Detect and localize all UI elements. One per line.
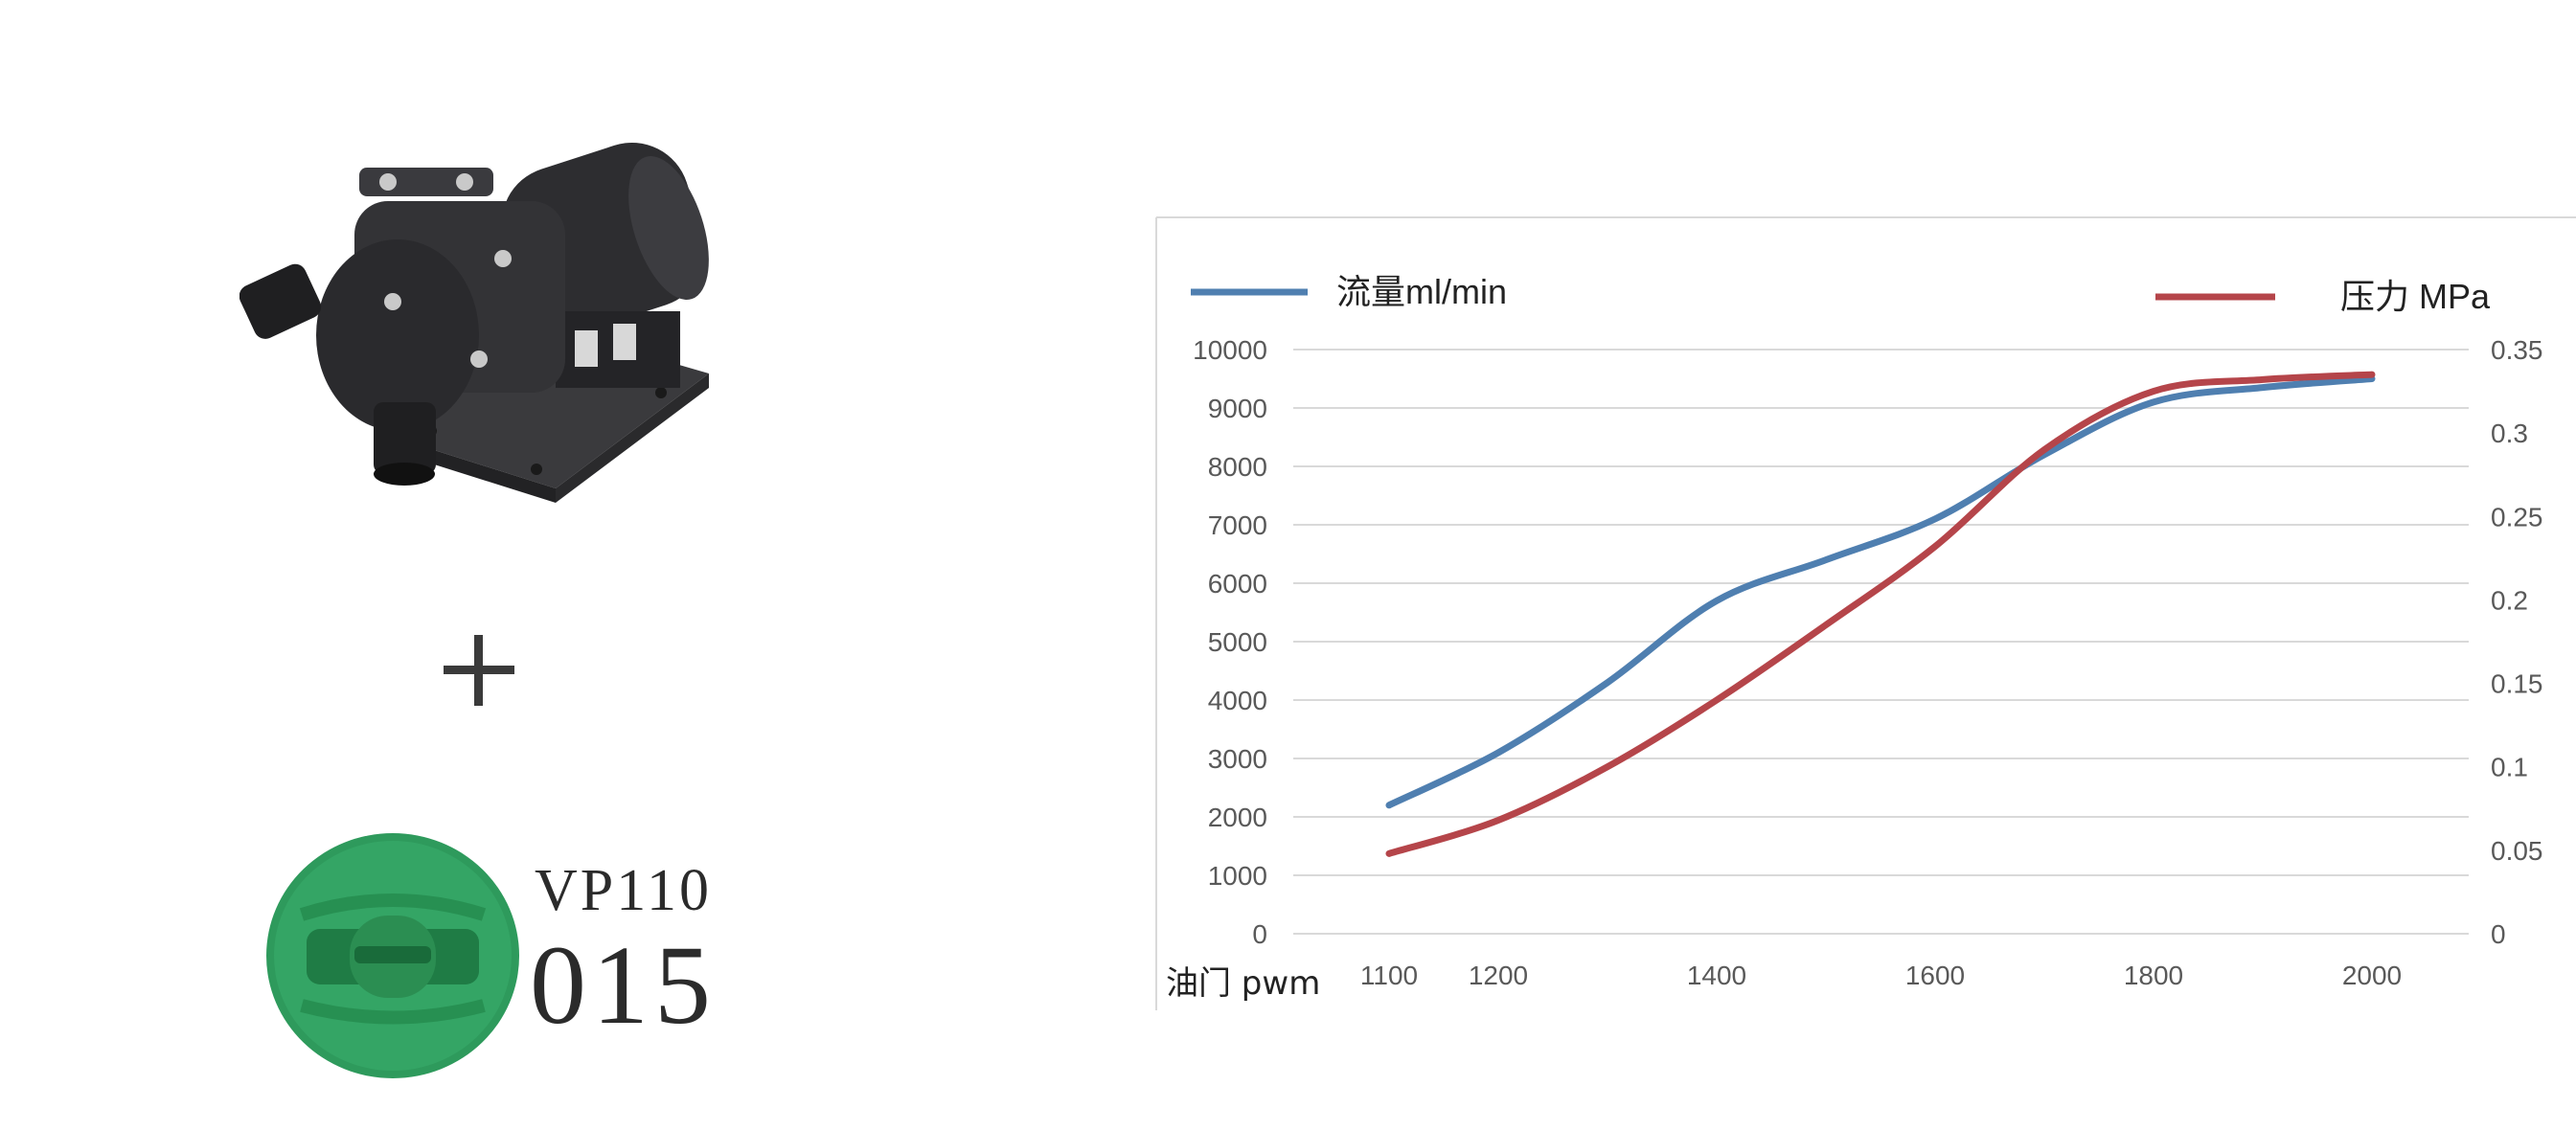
x-tick-label: 1600 [1905, 961, 1965, 990]
x-axis-label: 油门 pwm [1166, 964, 1320, 1003]
y-left-tick-label: 5000 [1208, 627, 1267, 657]
y-left-tick-label: 7000 [1208, 510, 1267, 540]
plus-icon [444, 635, 514, 706]
legend-label-pressure: 压力 MPa [2340, 277, 2491, 316]
legend-label-flow: 流量ml/min [1336, 272, 1507, 311]
flow-pressure-chart: 0 1000 2000 3000 4000 5000 6000 7000 8000 9000 100… [1154, 215, 2576, 1015]
pump-image [239, 142, 709, 503]
y-right-tick-label: 0 [2491, 919, 2506, 949]
product-panel: VP110 015 [0, 0, 1054, 1131]
y-left-tick-label: 6000 [1208, 569, 1267, 599]
series-line-pressure [1385, 371, 2376, 857]
x-tick-label: 1800 [2124, 961, 2183, 990]
y-left-tick-label: 1000 [1208, 861, 1267, 891]
x-tick-label: 1400 [1687, 961, 1746, 990]
y-right-tick-label: 0.15 [2491, 669, 2543, 699]
series-line-flow [1385, 375, 2376, 809]
nozzle-code-label: 015 [530, 922, 717, 1048]
nozzle-model-label: VP110 [535, 858, 712, 923]
y-right-tick-label: 0.1 [2491, 753, 2528, 782]
x-tick-label: 1200 [1469, 961, 1528, 990]
y-left-tick-label: 4000 [1208, 686, 1267, 715]
y-right-tick-label: 0.35 [2491, 335, 2543, 365]
y-right-tick-label: 0.05 [2491, 836, 2543, 866]
y-right-tick-label: 0.3 [2491, 418, 2528, 448]
y-left-tick-label: 10000 [1193, 335, 1267, 365]
y-right-tick-label: 0.2 [2491, 585, 2528, 615]
nozzle-image [266, 833, 519, 1078]
x-tick-label: 2000 [2342, 961, 2402, 990]
x-tick-label: 1100 [1360, 961, 1418, 990]
y-left-tick-label: 0 [1252, 919, 1267, 949]
y-left-tick-label: 8000 [1208, 452, 1267, 482]
y-left-tick-label: 2000 [1208, 803, 1267, 832]
y-left-tick-label: 3000 [1208, 744, 1267, 774]
y-right-tick-label: 0.25 [2491, 502, 2543, 532]
chart-svg: 0 1000 2000 3000 4000 5000 6000 7000 8000 9000 100… [1155, 216, 2576, 1010]
y-left-tick-label: 9000 [1208, 394, 1267, 423]
